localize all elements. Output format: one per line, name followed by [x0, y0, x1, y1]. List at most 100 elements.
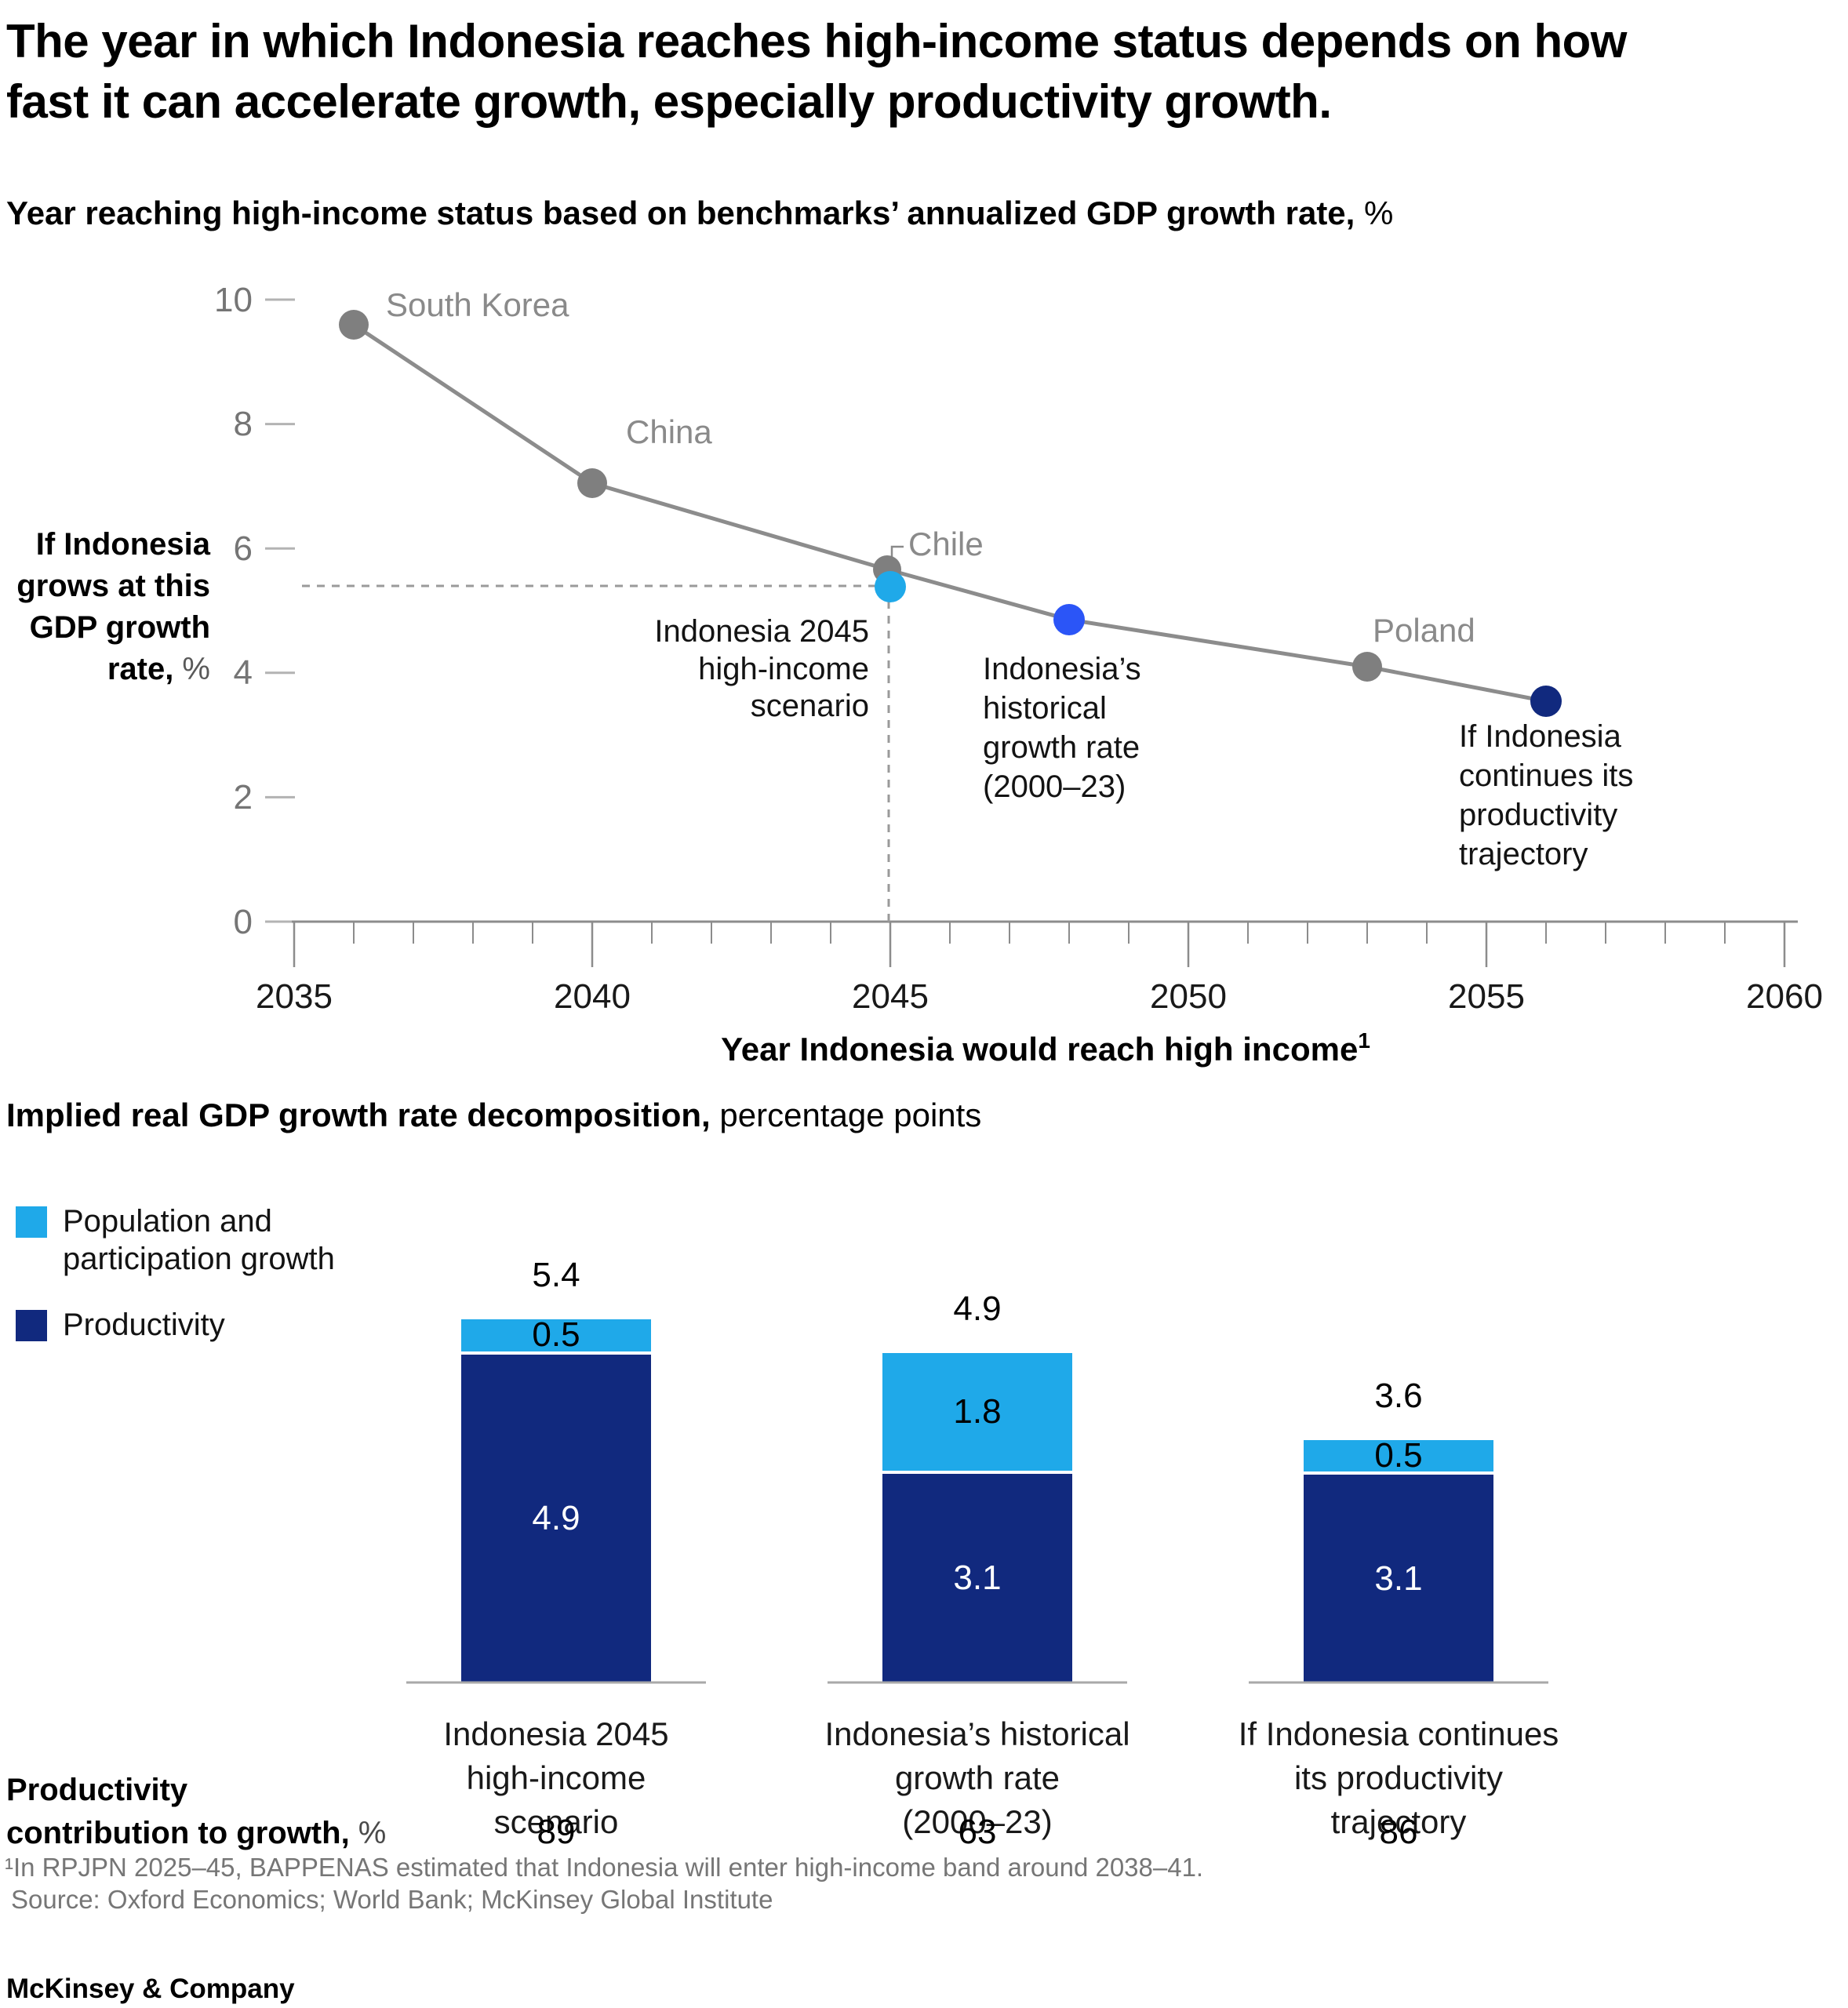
- top-chart-title: Year reaching high-income status based o…: [6, 195, 1393, 232]
- contribution-value-bar1: 89: [537, 1813, 576, 1851]
- annotation-line: If Indonesia: [1459, 719, 1622, 754]
- annotation-indonesia-historical: Indonesia’s historical growth rate (2000…: [983, 652, 1141, 804]
- y-axis-tick-marks: [265, 298, 295, 923]
- legend-label-productivity: Productivity: [63, 1308, 225, 1342]
- bar2-productivity-segment: [882, 1474, 1072, 1682]
- bar-indonesia-2045-scenario: 5.4 0.5 4.9: [461, 1256, 651, 1682]
- bar1-population-label: 0.5: [532, 1315, 580, 1354]
- footnote-block: ¹In RPJPN 2025–45, BAPPENAS estimated th…: [5, 1851, 1203, 1915]
- gdp-decomposition-bar-chart: Population and participation growth Prod…: [16, 1204, 1559, 1840]
- label-chile: Chile: [908, 526, 984, 562]
- bottom-chart-title-bold: Implied real GDP growth rate decompositi…: [6, 1097, 711, 1133]
- contribution-row-label-line-1: Productivity: [6, 1773, 188, 1807]
- annotation-line: scenario: [751, 689, 869, 723]
- x-tick-2045: 2045: [852, 977, 929, 1016]
- bar2-productivity-label: 3.1: [953, 1559, 1001, 1597]
- bar-productivity-trajectory: 3.6 0.5 3.1: [1304, 1377, 1493, 1682]
- category-line: scenario: [494, 1803, 619, 1840]
- x-tick-2050: 2050: [1150, 977, 1227, 1016]
- data-point-poland: [1352, 652, 1382, 682]
- page-title: The year in which Indonesia reaches high…: [6, 11, 1842, 132]
- bar3-productivity-segment: [1304, 1475, 1493, 1682]
- x-axis-major-ticks: [293, 922, 1786, 967]
- x-tick-2060: 2060: [1746, 977, 1823, 1016]
- contribution-row-label-unit: %: [350, 1816, 387, 1850]
- category-line: If Indonesia continues: [1239, 1715, 1559, 1752]
- annotation-line: Indonesia’s: [983, 652, 1141, 686]
- x-axis-title: Year Indonesia would reach high income1: [721, 1028, 1370, 1068]
- bar3-population-segment: [1304, 1440, 1493, 1471]
- category-line: trajectory: [1331, 1803, 1467, 1840]
- bottom-chart-title-unit: percentage points: [710, 1097, 982, 1133]
- y-axis-title: If Indonesia grows at this GDP growth ra…: [16, 527, 210, 686]
- y-tick-0: 0: [234, 903, 253, 941]
- y-axis-title-line-4-bold: rate,: [107, 652, 174, 686]
- chile-label-connector: [890, 545, 904, 557]
- contribution-value-bar2: 63: [959, 1813, 997, 1851]
- category-line: (2000–23): [902, 1803, 1052, 1840]
- annotation-line: high-income: [698, 652, 869, 686]
- x-tick-2035: 2035: [256, 977, 333, 1016]
- annotation-line: historical: [983, 691, 1107, 726]
- bar-indonesia-historical: 4.9 1.8 3.1: [882, 1290, 1072, 1682]
- data-point-indonesia-productivity-trajectory: [1530, 686, 1562, 717]
- annotation-productivity-trajectory: If Indonesia continues its productivity …: [1459, 719, 1633, 871]
- legend: Population and participation growth Prod…: [16, 1204, 335, 1342]
- bar1-productivity-label: 4.9: [532, 1499, 580, 1537]
- y-tick-6: 6: [234, 529, 253, 568]
- top-chart-title-unit: %: [1355, 195, 1394, 231]
- bar1-total-label: 5.4: [532, 1256, 580, 1294]
- category-line: its productivity: [1294, 1759, 1503, 1796]
- contribution-value-bar3: 86: [1380, 1813, 1418, 1851]
- data-point-china: [577, 468, 607, 498]
- y-axis-title-line-1: If Indonesia: [36, 527, 211, 562]
- legend-label-population-line-1: Population and: [63, 1204, 272, 1239]
- contribution-row-label-line-2: contribution to growth, %: [6, 1816, 386, 1850]
- growth-rate-scatter-chart: 10 8 6 4 2 0 If Indonesia grows at this …: [16, 281, 1823, 1068]
- x-axis-title-text: Year Indonesia would reach high income: [721, 1031, 1358, 1068]
- bar2-population-label: 1.8: [953, 1392, 1001, 1431]
- bar3-total-label: 3.6: [1374, 1377, 1422, 1415]
- y-tick-10: 10: [214, 281, 253, 319]
- x-axis-minor-ticks: [353, 922, 1726, 944]
- bar2-total-label: 4.9: [953, 1290, 1001, 1328]
- annotation-line: continues its: [1459, 758, 1633, 793]
- footnote-text: ¹In RPJPN 2025–45, BAPPENAS estimated th…: [5, 1853, 1204, 1882]
- y-tick-4: 4: [234, 653, 253, 692]
- category-line: Indonesia 2045: [443, 1715, 668, 1752]
- data-point-south-korea: [339, 310, 369, 340]
- bar3-productivity-label: 3.1: [1374, 1559, 1422, 1598]
- y-axis-title-line-2: grows at this: [16, 569, 210, 603]
- bar2-category-label: Indonesia’s historical growth rate (2000…: [824, 1715, 1130, 1840]
- annotation-line: trajectory: [1459, 837, 1588, 871]
- page-title-line-2: fast it can accelerate growth, especiall…: [6, 75, 1332, 128]
- benchmark-trend-line: [352, 322, 1547, 704]
- data-point-indonesia-2045-scenario: [875, 571, 906, 602]
- x-tick-2040: 2040: [554, 977, 631, 1016]
- annotation-line: (2000–23): [983, 769, 1126, 804]
- y-tick-2: 2: [234, 778, 253, 817]
- legend-label-population-line-2: participation growth: [63, 1242, 335, 1276]
- y-axis-title-line-3: GDP growth: [30, 610, 210, 645]
- category-line: Indonesia’s historical: [824, 1715, 1130, 1752]
- annotation-line: productivity: [1459, 798, 1617, 832]
- annotation-indonesia-2045-scenario: Indonesia 2045 high-income scenario: [654, 614, 869, 723]
- bottom-chart-title: Implied real GDP growth rate decompositi…: [6, 1097, 981, 1134]
- category-line: growth rate: [895, 1759, 1060, 1796]
- page-title-line-1: The year in which Indonesia reaches high…: [6, 15, 1627, 67]
- contribution-row-label-bold: contribution to growth,: [6, 1816, 350, 1850]
- legend-swatch-population-icon: [16, 1206, 47, 1238]
- bar2-population-segment: [882, 1353, 1072, 1471]
- label-china: China: [626, 413, 712, 450]
- top-chart-title-bold: Year reaching high-income status based o…: [6, 195, 1355, 231]
- annotation-line: growth rate: [983, 730, 1140, 765]
- label-poland: Poland: [1373, 612, 1475, 649]
- brand-logo-text: McKinsey & Company: [6, 1973, 295, 2004]
- bar1-productivity-segment: [461, 1355, 651, 1682]
- bar3-category-label: If Indonesia continues its productivity …: [1239, 1715, 1559, 1840]
- label-south-korea: South Korea: [386, 286, 569, 323]
- productivity-contribution-row: Productivity contribution to growth, % 8…: [6, 1773, 1418, 1851]
- data-point-indonesia-historical: [1053, 604, 1085, 635]
- source-text: Source: Oxford Economics; World Bank; Mc…: [11, 1885, 773, 1914]
